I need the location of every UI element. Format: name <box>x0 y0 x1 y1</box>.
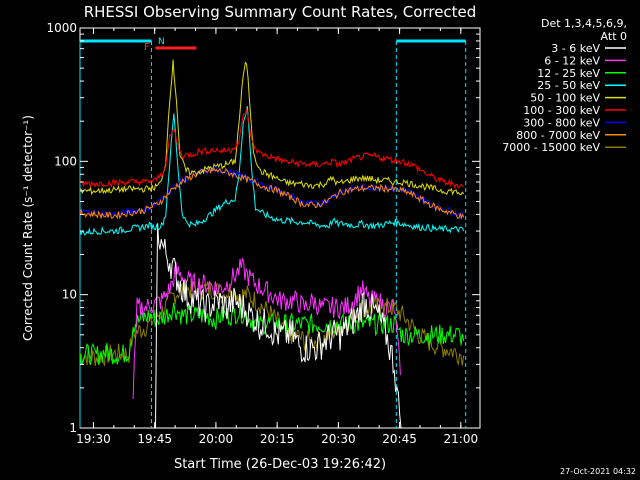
y-tick-label: 1 <box>69 421 77 435</box>
y-tick-label: 10 <box>62 288 77 302</box>
plot-lines <box>79 59 465 429</box>
x-tick-label: 20:00 <box>199 432 234 446</box>
legend-label: 12 - 25 keV <box>537 67 600 80</box>
legend-label: 800 - 7000 keV <box>516 129 600 142</box>
x-tick-label: 19:30 <box>76 432 111 446</box>
legend-label: 6 - 12 keV <box>544 54 600 67</box>
legend-label: 100 - 300 keV <box>523 104 600 117</box>
night-markers <box>79 39 467 428</box>
x-tick-label: 20:15 <box>260 432 295 446</box>
legend-label: 300 - 800 keV <box>523 116 600 129</box>
y-axis-label: Corrected Count Rate (s⁻¹ detector⁻¹) <box>21 115 35 341</box>
marker-F: F <box>144 42 150 53</box>
footer-date: 27-Oct-2021 04:32 <box>560 467 636 476</box>
x-tick-label: 20:45 <box>382 432 417 446</box>
y-tick-label: 100 <box>54 154 77 168</box>
legend-label: 50 - 100 keV <box>530 92 600 105</box>
series-line <box>79 106 465 236</box>
detector-info-line-1: Det 1,3,4,5,6,9, <box>541 17 627 30</box>
series-line <box>132 256 401 399</box>
series-line <box>79 108 464 190</box>
y-tick-label: 1000 <box>46 21 77 35</box>
marker-N: N <box>158 37 165 47</box>
x-tick-label: 19:45 <box>137 432 172 446</box>
x-axis-label: Start Time (26-Dec-03 19:26:42) <box>174 457 386 472</box>
series-line <box>79 166 465 220</box>
legend-label: 25 - 50 keV <box>537 79 600 92</box>
legend-label: 7000 - 15000 keV <box>502 141 600 154</box>
legend-label: 3 - 6 keV <box>551 42 600 55</box>
chart-title: RHESSI Observing Summary Count Rates, Co… <box>84 3 477 21</box>
axis-ticks: 19:30 19:45 20:00 20:15 20:30 20:45 21:00 1 10 10… <box>46 21 480 446</box>
x-tick-label: 20:30 <box>321 432 356 446</box>
x-tick-label: 21:00 <box>444 432 479 446</box>
detector-info-line-2: Att 0 <box>601 30 627 43</box>
series-line <box>79 59 465 196</box>
detector-info: Det 1,3,4,5,6,9, Att 0 <box>541 17 627 43</box>
plot-frame <box>79 27 481 429</box>
series-line <box>79 301 465 366</box>
series-line <box>79 278 465 368</box>
series-line <box>155 223 403 429</box>
